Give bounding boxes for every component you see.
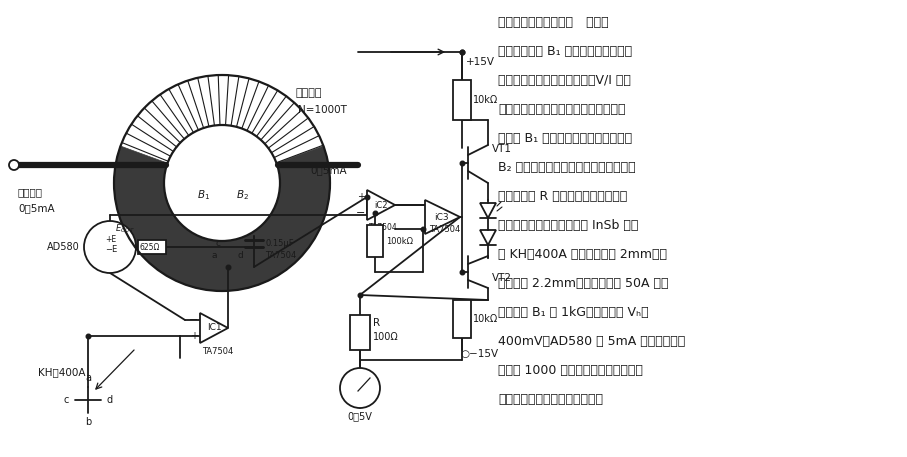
Text: TA7504: TA7504 <box>429 224 460 234</box>
Text: 过测量电阻 R 上的电压，可得到与被: 过测量电阻 R 上的电压，可得到与被 <box>498 190 628 203</box>
Text: IC1: IC1 <box>207 324 221 333</box>
Text: 测电流成比例的数值。图中 InSb 材料: 测电流成比例的数值。图中 InSb 材料 <box>498 219 639 232</box>
Text: KH－400A: KH－400A <box>38 367 85 377</box>
Text: 磁平衡式电流检测电路   被测电: 磁平衡式电流检测电路 被测电 <box>498 16 609 29</box>
Bar <box>367 225 383 257</box>
Text: c: c <box>216 239 220 248</box>
Text: 625Ω: 625Ω <box>140 243 161 251</box>
Text: a: a <box>211 250 217 260</box>
Text: TA7504: TA7504 <box>265 250 297 260</box>
Text: 芯间隙为 2.2mm。输入电流为 50A 时，: 芯间隙为 2.2mm。输入电流为 50A 时， <box>498 277 668 290</box>
Text: 输入电流: 输入电流 <box>18 187 43 197</box>
Text: $B_2$: $B_2$ <box>236 188 249 202</box>
Text: TA7504: TA7504 <box>202 347 233 356</box>
Polygon shape <box>200 313 228 343</box>
Text: 0～5mA: 0～5mA <box>18 203 54 213</box>
Text: −: − <box>189 315 198 325</box>
Text: $E_{OUT}$: $E_{OUT}$ <box>115 223 135 235</box>
Text: VT1: VT1 <box>492 144 512 154</box>
Text: +: + <box>190 331 198 341</box>
Bar <box>453 80 471 120</box>
Text: R: R <box>373 318 380 328</box>
Polygon shape <box>114 146 330 291</box>
Text: 后加到反馈线圈上。输入电流产生的磁: 后加到反馈线圈上。输入电流产生的磁 <box>498 103 626 116</box>
Text: d: d <box>237 250 243 260</box>
Text: −: − <box>356 208 365 218</box>
Bar <box>453 300 471 338</box>
Circle shape <box>9 160 19 170</box>
Text: 适用于电力、工业检测等方面。: 适用于电力、工业检测等方面。 <box>498 393 603 406</box>
Text: −E: −E <box>105 244 117 254</box>
Text: 通密度 B₁ 与反馈线圈产生的磁通密度: 通密度 B₁ 与反馈线圈产生的磁通密度 <box>498 132 632 145</box>
Text: N=1000T: N=1000T <box>298 105 346 115</box>
Text: 100kΩ: 100kΩ <box>386 237 413 245</box>
Text: B₂ 的总和常为零（磁芯不会饱和）。通: B₂ 的总和常为零（磁芯不会饱和）。通 <box>498 161 636 174</box>
Circle shape <box>84 221 136 273</box>
Text: $B_1$: $B_1$ <box>198 188 210 202</box>
Circle shape <box>340 368 380 408</box>
Text: ○−15V: ○−15V <box>460 349 498 359</box>
Text: c: c <box>63 395 69 405</box>
Text: 反馈线圈: 反馈线圈 <box>295 88 321 98</box>
Text: 0.15μF: 0.15μF <box>265 239 294 249</box>
Text: a: a <box>85 373 91 383</box>
Text: 线圈为 1000 匝。此电路温度特性好，: 线圈为 1000 匝。此电路温度特性好， <box>498 364 643 377</box>
Text: +15V: +15V <box>466 57 495 67</box>
Text: 生霍尔电压，此电压经放大、V/I 变换: 生霍尔电压，此电压经放大、V/I 变换 <box>498 74 631 87</box>
Text: b: b <box>85 417 91 427</box>
Polygon shape <box>425 200 460 234</box>
Text: +: + <box>357 192 365 202</box>
Bar <box>350 315 370 350</box>
Text: 10kΩ: 10kΩ <box>473 95 498 105</box>
Text: AD580: AD580 <box>47 242 80 252</box>
Text: 10kΩ: 10kΩ <box>473 314 498 324</box>
Text: 0～5mA: 0～5mA <box>310 165 346 175</box>
Bar <box>138 240 166 254</box>
Polygon shape <box>367 190 395 220</box>
Text: TA7504: TA7504 <box>369 223 398 232</box>
Text: 流产生的磁场 B₁ 作用在霍尔元件上产: 流产生的磁场 B₁ 作用在霍尔元件上产 <box>498 45 632 58</box>
Text: 磁通密度 B₁ 为 1kG，霍尔电压 Vₕ＝: 磁通密度 B₁ 为 1kG，霍尔电压 Vₕ＝ <box>498 306 649 319</box>
Text: 的 KH－400A 霍尔元件厚为 2mm，磁: 的 KH－400A 霍尔元件厚为 2mm，磁 <box>498 248 667 261</box>
Text: iC2: iC2 <box>375 201 388 209</box>
Text: +E: +E <box>105 234 116 244</box>
Text: 100Ω: 100Ω <box>373 332 399 342</box>
Text: 400mV。AD580 为 5mA 恒流源，反馈: 400mV。AD580 为 5mA 恒流源，反馈 <box>498 335 686 348</box>
Text: 0～5V: 0～5V <box>347 411 373 421</box>
Text: iC3: iC3 <box>434 213 448 222</box>
Text: VT2: VT2 <box>492 273 512 283</box>
Text: d: d <box>107 395 113 405</box>
